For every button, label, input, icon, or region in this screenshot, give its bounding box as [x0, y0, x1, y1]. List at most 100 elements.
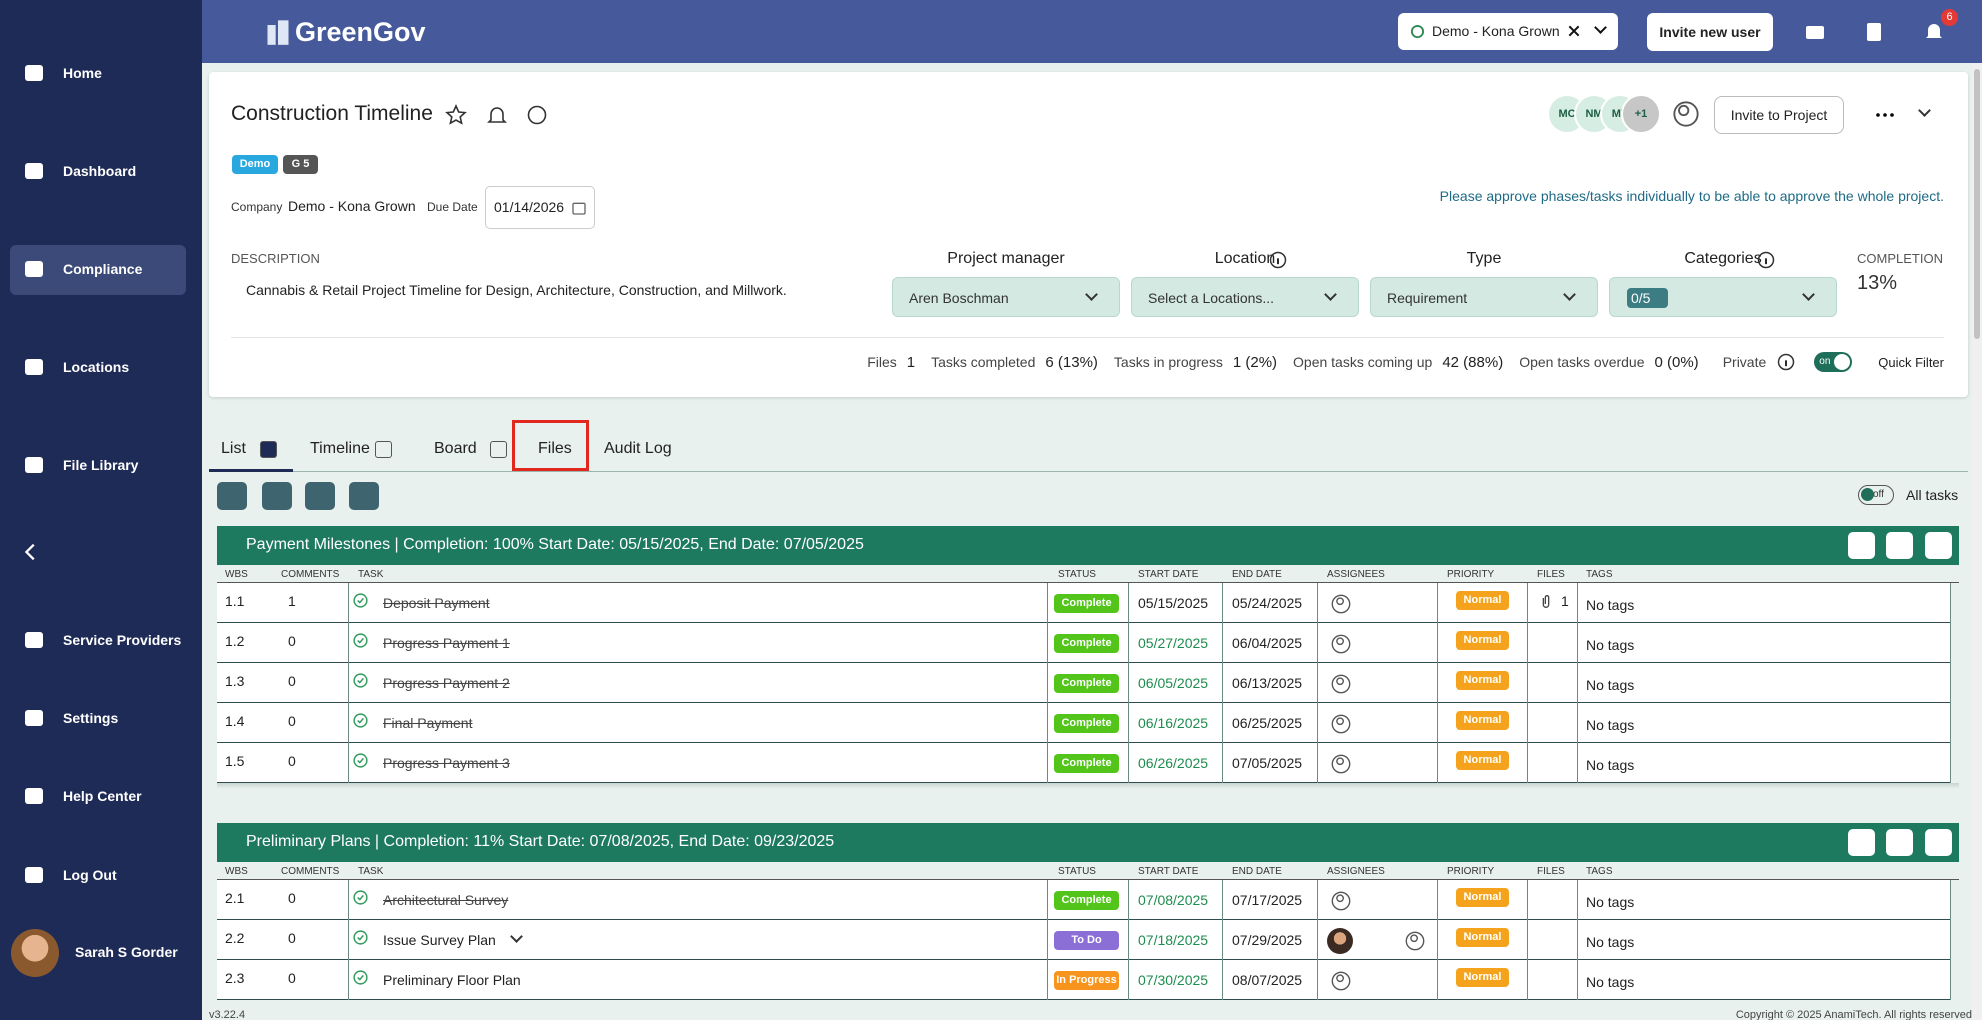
add-assignee[interactable] [1330, 753, 1352, 775]
nav-item[interactable]: File Library [63, 457, 139, 473]
task-name[interactable]: Progress Payment 2 [383, 675, 510, 691]
field-select[interactable]: Aren Boschman [892, 277, 1120, 317]
cell-border [1047, 623, 1048, 663]
field-select[interactable]: Requirement [1370, 277, 1598, 317]
tab-checkbox[interactable] [490, 441, 507, 458]
task-name[interactable]: Deposit Payment [383, 595, 490, 611]
nav-item[interactable]: Settings [63, 710, 119, 726]
member-avatar[interactable]: +1 [1621, 94, 1661, 134]
task-name[interactable]: Architectural Survey [383, 892, 509, 908]
add-assignee[interactable] [1330, 633, 1352, 655]
nav-icon[interactable] [22, 863, 46, 887]
task-name[interactable]: Issue Survey Plan [383, 932, 496, 948]
quick-filter[interactable]: Quick Filter [1878, 354, 1944, 370]
add-assignee[interactable] [1330, 673, 1352, 695]
info-icon[interactable] [1756, 250, 1776, 270]
more-icon[interactable] [1873, 103, 1897, 127]
status-badge[interactable]: Complete [1054, 714, 1119, 733]
invite-user-button[interactable]: Invite new user [1647, 13, 1773, 51]
bell-outline-icon[interactable] [485, 103, 509, 127]
add-assignee[interactable] [1330, 970, 1352, 992]
nav-icon[interactable] [22, 628, 46, 652]
toolbar-button[interactable] [217, 482, 247, 510]
nav-icon[interactable] [22, 257, 46, 281]
nav-icon[interactable] [22, 706, 46, 730]
add-member-icon[interactable] [1672, 100, 1700, 128]
cell-border [348, 703, 349, 743]
inbox-icon[interactable] [1803, 20, 1827, 44]
invite-project-button[interactable]: Invite to Project [1714, 96, 1844, 134]
field-select[interactable]: 0/5 [1609, 277, 1837, 317]
scrollbar [1972, 63, 1982, 1020]
phase-action[interactable] [1848, 532, 1875, 559]
tab[interactable]: Audit Log [604, 440, 672, 457]
tab[interactable]: Board [434, 440, 477, 457]
nav-item[interactable]: Help Center [63, 788, 142, 804]
info-icon[interactable] [1776, 352, 1796, 372]
toolbar-button[interactable] [262, 482, 292, 510]
phase-action[interactable] [1886, 829, 1913, 856]
field-select[interactable]: Select a Locations... [1131, 277, 1359, 317]
org-selector[interactable]: Demo - Kona Grown [1398, 13, 1618, 50]
nav-item[interactable]: Home [63, 65, 102, 81]
private-toggle[interactable]: on [1814, 352, 1853, 372]
add-assignee[interactable] [1330, 890, 1352, 912]
status-badge[interactable]: Complete [1054, 754, 1119, 773]
cell-border [1128, 920, 1129, 960]
tags: No tags [1586, 677, 1635, 693]
nav-item[interactable]: Locations [63, 359, 130, 375]
phase-shadow [217, 783, 1959, 789]
phase-action[interactable] [1886, 532, 1913, 559]
add-assignee[interactable] [1404, 930, 1426, 952]
star-icon[interactable] [444, 103, 468, 127]
org-clear[interactable] [1566, 23, 1582, 39]
status-badge[interactable]: Complete [1054, 674, 1119, 693]
tab-checkbox[interactable] [260, 441, 277, 458]
phase-action[interactable] [1925, 829, 1952, 856]
task-name[interactable]: Progress Payment 1 [383, 635, 510, 651]
nav-item[interactable]: Compliance [63, 261, 143, 277]
toolbar-button[interactable] [305, 482, 335, 510]
cell-border [1527, 880, 1528, 920]
status-badge[interactable]: Complete [1054, 594, 1119, 613]
phase-action[interactable] [1925, 532, 1952, 559]
nav-icon[interactable] [22, 159, 46, 183]
bell-icon[interactable] [1922, 19, 1946, 43]
nav-icon[interactable] [22, 784, 46, 808]
task-name[interactable]: Preliminary Floor Plan [383, 972, 521, 988]
nav-item[interactable]: Dashboard [63, 163, 137, 179]
cell-border [1047, 583, 1048, 623]
priority-badge: Normal [1456, 751, 1509, 770]
end-date: 05/24/2025 [1232, 595, 1303, 611]
toolbar-button[interactable] [349, 482, 379, 510]
user-name[interactable]: Sarah S Gorder [75, 944, 178, 960]
add-assignee[interactable] [1330, 713, 1352, 735]
add-assignee[interactable] [1330, 593, 1352, 615]
cell-border [1950, 880, 1951, 920]
nav-icon[interactable] [22, 355, 46, 379]
status-badge[interactable]: In Progress [1054, 971, 1119, 990]
tab[interactable]: Files [538, 440, 572, 457]
info-icon[interactable] [1268, 250, 1288, 270]
tab-checkbox[interactable] [375, 441, 392, 458]
cell-border [1128, 583, 1129, 623]
task-name[interactable]: Progress Payment 3 [383, 755, 510, 771]
status-badge[interactable]: Complete [1054, 634, 1119, 653]
nav-item[interactable]: Log Out [63, 867, 117, 883]
docs-icon[interactable] [1862, 20, 1886, 44]
start-date: 06/16/2025 [1138, 715, 1209, 731]
phase-action[interactable] [1848, 829, 1875, 856]
nav-item[interactable]: Service Providers [63, 632, 182, 648]
due-date-input[interactable]: 01/14/2026 [485, 186, 595, 229]
tab[interactable]: List [221, 440, 246, 457]
status-badge[interactable]: To Do [1054, 931, 1119, 950]
collapse-icon[interactable] [20, 541, 42, 563]
status-badge[interactable]: Complete [1054, 891, 1119, 910]
comment-icon[interactable] [525, 103, 549, 127]
tab[interactable]: Timeline [310, 440, 370, 457]
nav-icon[interactable] [22, 453, 46, 477]
nav-icon[interactable] [22, 61, 46, 85]
all-tasks-toggle[interactable]: off [1858, 485, 1894, 505]
task-name[interactable]: Final Payment [383, 715, 473, 731]
completion-label: COMPLETION [1857, 251, 1943, 266]
